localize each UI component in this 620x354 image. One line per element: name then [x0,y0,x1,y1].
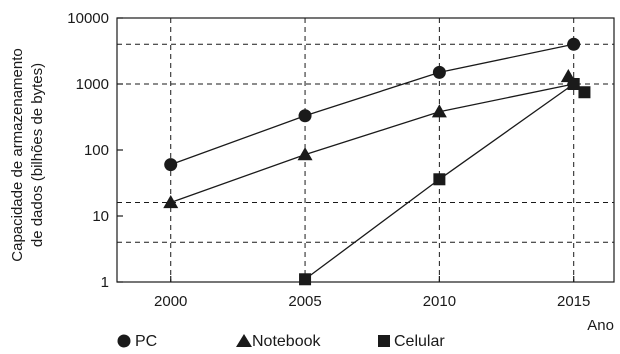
legend-circle-marker [117,334,131,348]
x-tick-label: 2000 [154,293,187,310]
data-point-celular [299,273,312,286]
grid-lines [117,18,614,282]
data-point-notebook [297,147,313,161]
legend: PC Notebook Celular [117,333,445,350]
legend-label-notebook: Notebook [252,333,321,350]
data-point-pc [164,158,178,172]
y-tick-label: 100 [84,142,109,159]
x-tick-label: 2005 [288,293,321,310]
data-point-pc [432,65,446,79]
y-axis-ticks: 1 10 100 1000 10000 [67,10,123,291]
data-point-notebook [431,104,447,118]
y-tick-label: 1 [101,274,109,291]
data-point-pc [567,37,581,51]
data-point-celular [433,173,446,186]
legend-square-marker [378,335,390,347]
y-axis-label-line-1: Capacidade de armazenamento [9,48,26,261]
x-axis-ticks: 2000 2005 2010 2015 [154,276,590,310]
y-tick-label: 10000 [67,10,109,27]
y-tick-label: 1000 [76,76,109,93]
legend-label-celular: Celular [394,333,445,350]
series-pc [164,37,581,172]
series-notebook [163,76,582,209]
x-tick-label: 2010 [423,293,456,310]
series-line-notebook [170,83,574,204]
data-point-notebook-extra [560,68,576,83]
y-axis-label-line-2: de dados (bilhões de bytes) [29,63,46,247]
series-celular [299,78,580,286]
data-point-notebook [163,195,179,209]
series-layer [163,37,591,286]
legend-triangle-marker [236,334,252,347]
x-tick-label: 2015 [557,293,590,310]
legend-label-pc: PC [135,333,157,350]
x-axis-label: Ano [587,317,614,334]
data-point-celular-extra [578,86,591,99]
y-tick-label: 10 [92,208,109,225]
data-point-pc [298,109,312,123]
series-line-pc [170,43,574,166]
